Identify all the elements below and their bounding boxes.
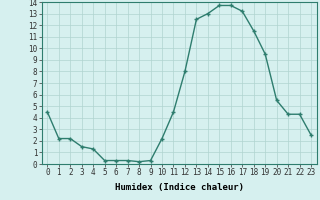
X-axis label: Humidex (Indice chaleur): Humidex (Indice chaleur) <box>115 183 244 192</box>
